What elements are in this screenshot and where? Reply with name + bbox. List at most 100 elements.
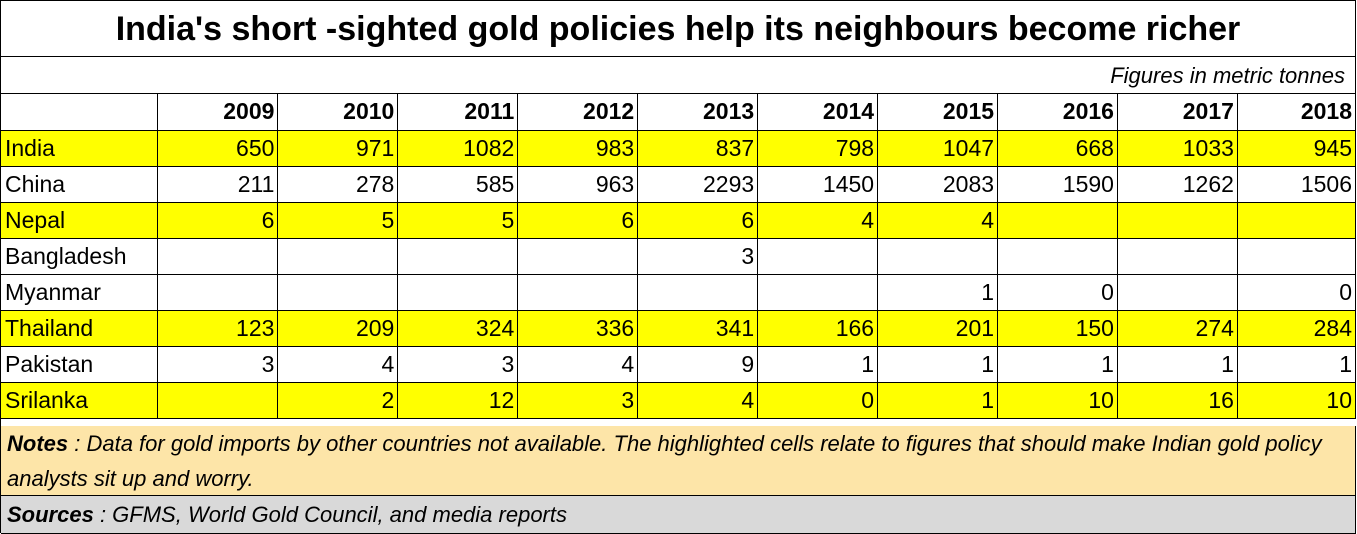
value-cell-pakistan-2013: 9 <box>637 346 759 383</box>
year-header-2016: 2016 <box>997 94 1118 131</box>
value-cell-bangladesh-2017 <box>1117 238 1238 275</box>
value-cell-thailand-2017: 274 <box>1117 310 1238 347</box>
value-cell-pakistan-2012: 4 <box>517 346 639 383</box>
value-cell-china-2011: 585 <box>397 166 519 203</box>
year-header-2009: 2009 <box>157 94 279 131</box>
value-cell-srilanka-2011: 12 <box>397 382 519 419</box>
value-cell-myanmar-2010 <box>277 274 399 311</box>
value-cell-nepal-2015: 4 <box>877 202 999 239</box>
value-cell-thailand-2010: 209 <box>277 310 399 347</box>
value-cell-myanmar-2012 <box>517 274 639 311</box>
value-cell-thailand-2009: 123 <box>157 310 279 347</box>
value-cell-srilanka-2014: 0 <box>757 382 879 419</box>
value-cell-india-2015: 1047 <box>877 130 999 167</box>
table-row-thailand: Thailand 123 209 324 336 341 166 201 150 274 284 <box>1 310 1357 347</box>
year-header-2018: 2018 <box>1237 94 1357 131</box>
table-row-india: India 650 971 1082 983 837 798 1047 668 1033 945 <box>1 130 1357 167</box>
sources-text: : GFMS, World Gold Council, and media re… <box>93 502 567 527</box>
value-cell-thailand-2016: 150 <box>997 310 1118 347</box>
value-cell-bangladesh-2011 <box>397 238 519 275</box>
year-header-2010: 2010 <box>277 94 399 131</box>
table-row-bangladesh: Bangladesh 3 <box>1 238 1357 275</box>
value-cell-pakistan-2010: 4 <box>277 346 399 383</box>
value-cell-bangladesh-2014 <box>757 238 879 275</box>
value-cell-nepal-2018 <box>1237 202 1357 239</box>
value-cell-india-2018: 945 <box>1237 130 1357 167</box>
value-cell-china-2014: 1450 <box>757 166 879 203</box>
value-cell-pakistan-2018: 1 <box>1237 346 1357 383</box>
notes: Notes : Data for gold imports by other c… <box>1 426 1356 496</box>
country-label: Bangladesh <box>1 238 159 275</box>
value-cell-thailand-2015: 201 <box>877 310 999 347</box>
value-cell-thailand-2011: 324 <box>397 310 519 347</box>
value-cell-myanmar-2014 <box>757 274 879 311</box>
country-label: Nepal <box>1 202 159 239</box>
table-row-srilanka: Srilanka 2 12 3 4 0 1 10 16 10 <box>1 382 1357 419</box>
country-label: China <box>1 166 159 203</box>
value-cell-china-2013: 2293 <box>637 166 759 203</box>
value-cell-nepal-2010: 5 <box>277 202 399 239</box>
year-header-2014: 2014 <box>757 94 879 131</box>
country-label: Pakistan <box>1 346 159 383</box>
value-cell-bangladesh-2016 <box>997 238 1118 275</box>
country-label: India <box>1 130 159 167</box>
value-cell-pakistan-2011: 3 <box>397 346 519 383</box>
value-cell-myanmar-2018: 0 <box>1237 274 1357 311</box>
value-cell-nepal-2009: 6 <box>157 202 279 239</box>
value-cell-nepal-2017 <box>1117 202 1238 239</box>
value-cell-india-2012: 983 <box>517 130 639 167</box>
sources: Sources : GFMS, World Gold Council, and … <box>1 496 1356 534</box>
value-cell-india-2011: 1082 <box>397 130 519 167</box>
value-cell-pakistan-2015: 1 <box>877 346 999 383</box>
value-cell-pakistan-2009: 3 <box>157 346 279 383</box>
value-cell-india-2014: 798 <box>757 130 879 167</box>
value-cell-srilanka-2017: 16 <box>1117 382 1238 419</box>
value-cell-nepal-2013: 6 <box>637 202 759 239</box>
value-cell-myanmar-2011 <box>397 274 519 311</box>
value-cell-srilanka-2012: 3 <box>517 382 639 419</box>
value-cell-myanmar-2015: 1 <box>877 274 999 311</box>
value-cell-srilanka-2010: 2 <box>277 382 399 419</box>
value-cell-india-2010: 971 <box>277 130 399 167</box>
value-cell-china-2012: 963 <box>517 166 639 203</box>
table-row-pakistan: Pakistan 3 4 3 4 9 1 1 1 1 1 <box>1 346 1357 383</box>
year-header-2013: 2013 <box>637 94 759 131</box>
year-header-2012: 2012 <box>517 94 639 131</box>
value-cell-thailand-2012: 336 <box>517 310 639 347</box>
table-title: India's short -sighted gold policies hel… <box>1 1 1356 57</box>
units-note: Figures in metric tonnes <box>1 57 1356 94</box>
notes-label: Notes <box>7 431 69 456</box>
value-cell-thailand-2014: 166 <box>757 310 879 347</box>
value-cell-bangladesh-2009 <box>157 238 279 275</box>
table-row-china: China 211 278 585 963 2293 1450 2083 1590 1262 150… <box>1 166 1357 203</box>
value-cell-pakistan-2014: 1 <box>757 346 879 383</box>
notes-text: : Data for gold imports by other countri… <box>7 431 1322 491</box>
value-cell-china-2017: 1262 <box>1117 166 1238 203</box>
header-corner <box>1 94 159 131</box>
value-cell-srilanka-2016: 10 <box>997 382 1118 419</box>
value-cell-nepal-2016 <box>997 202 1118 239</box>
gold-imports-table: 2009 2010 2011 2012 2013 2014 2015 2016 2017 2018… <box>1 94 1357 419</box>
value-cell-myanmar-2009 <box>157 274 279 311</box>
value-cell-thailand-2013: 341 <box>637 310 759 347</box>
country-label: Thailand <box>1 310 159 347</box>
value-cell-thailand-2018: 284 <box>1237 310 1357 347</box>
value-cell-pakistan-2017: 1 <box>1117 346 1238 383</box>
value-cell-srilanka-2009 <box>157 382 279 419</box>
value-cell-bangladesh-2012 <box>517 238 639 275</box>
year-header-2011: 2011 <box>397 94 519 131</box>
value-cell-china-2010: 278 <box>277 166 399 203</box>
country-label: Myanmar <box>1 274 159 311</box>
value-cell-bangladesh-2013: 3 <box>637 238 759 275</box>
value-cell-china-2015: 2083 <box>877 166 999 203</box>
value-cell-nepal-2011: 5 <box>397 202 519 239</box>
value-cell-india-2009: 650 <box>157 130 279 167</box>
value-cell-myanmar-2013 <box>637 274 759 311</box>
value-cell-india-2013: 837 <box>637 130 759 167</box>
table-row-nepal: Nepal 6 5 5 6 6 4 4 <box>1 202 1357 239</box>
table-row-myanmar: Myanmar 1 0 0 <box>1 274 1357 311</box>
year-header-2017: 2017 <box>1117 94 1238 131</box>
value-cell-bangladesh-2015 <box>877 238 999 275</box>
value-cell-srilanka-2015: 1 <box>877 382 999 419</box>
value-cell-china-2016: 1590 <box>997 166 1118 203</box>
